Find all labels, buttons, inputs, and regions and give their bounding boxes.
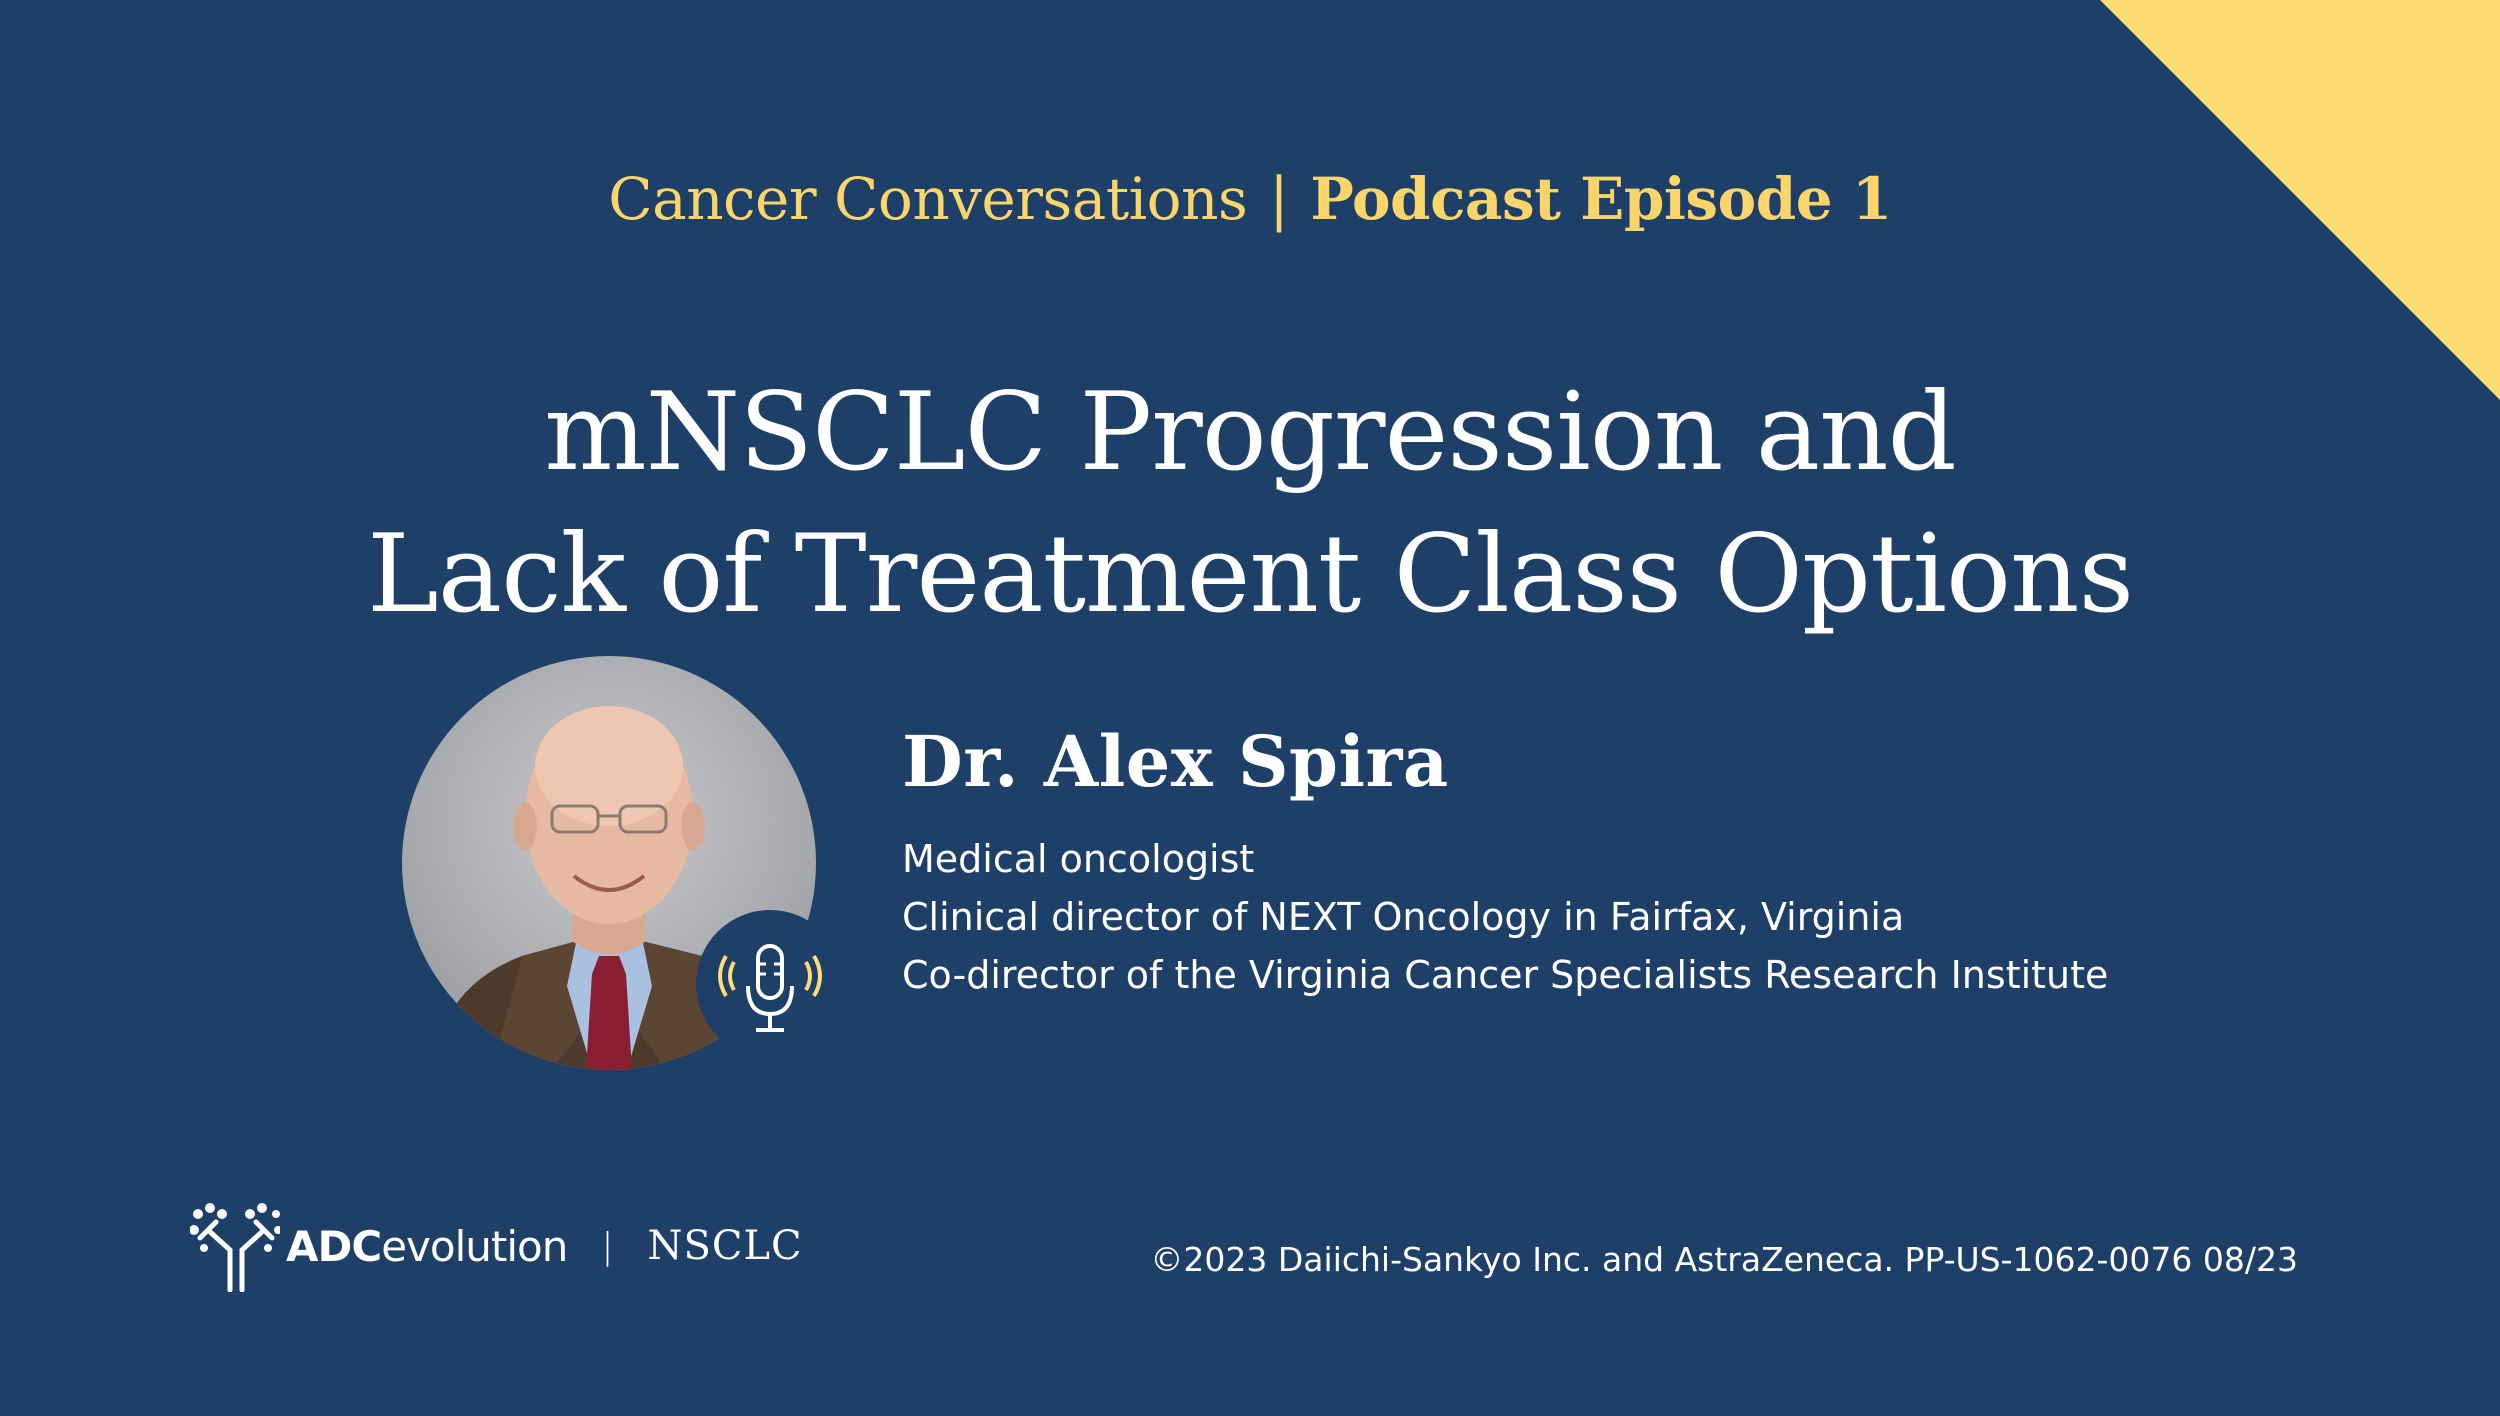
microphone-icon xyxy=(692,906,862,1076)
title-line-1: mNSCLC Progression and xyxy=(544,370,1957,495)
speaker-photo-group xyxy=(402,656,861,1074)
speaker-role: Clinical director of NEXT Oncology in Fa… xyxy=(902,895,1905,939)
footer-separator: | xyxy=(601,1225,614,1267)
title-line-2: Lack of Treatment Class Options xyxy=(366,512,2134,637)
copyright-text: ©2023 Daiichi-Sankyo Inc. and AstraZenec… xyxy=(1150,1240,2298,1279)
adc-molecule-logo xyxy=(190,1203,280,1292)
speaker-role: Co-director of the Virginia Cancer Speci… xyxy=(902,953,2109,997)
speaker-name: Dr. Alex Spira xyxy=(902,720,1449,803)
adc-evolution-logo: ADCevolution | NSCLC xyxy=(190,1200,803,1292)
speaker-roles: Medical oncologist Clinical director of … xyxy=(902,830,2108,1004)
brand-bold: ADC xyxy=(286,1221,382,1271)
episode-title: mNSCLC Progression and Lack of Treatment… xyxy=(0,362,2500,646)
series-name: Cancer Conversations xyxy=(608,165,1248,233)
brand-rest: evolution xyxy=(381,1221,568,1271)
episode-header: Cancer Conversations | Podcast Episode 1 xyxy=(0,165,2500,233)
header-separator: | xyxy=(1269,165,1289,233)
episode-label: Podcast Episode 1 xyxy=(1310,165,1892,233)
brand-name: ADCevolution xyxy=(286,1221,568,1271)
indication-tag: NSCLC xyxy=(647,1223,803,1269)
speaker-role: Medical oncologist xyxy=(902,837,1255,881)
speaker-portrait xyxy=(402,656,816,1070)
